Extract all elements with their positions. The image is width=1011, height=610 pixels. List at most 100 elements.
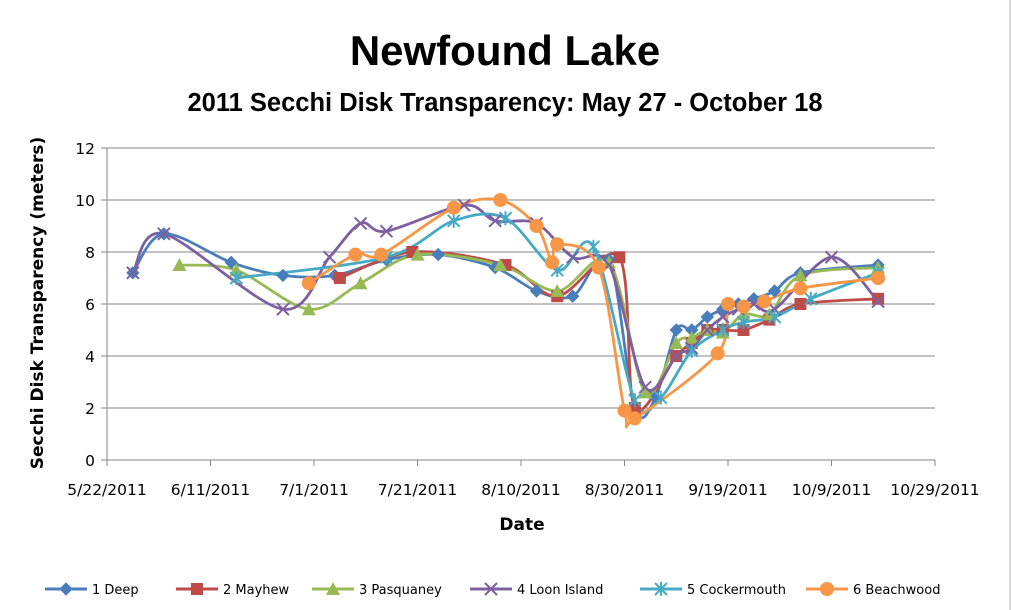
legend-item-6-beachwood: 6 Beachwood [806, 582, 940, 598]
data-point-5-cockermouth [767, 310, 782, 324]
data-point-3-pasquaney [550, 284, 565, 297]
data-point-6-beachwood [301, 276, 316, 291]
x-tick-label: 10/29/2011 [890, 481, 979, 499]
data-point-1-deep [566, 289, 580, 303]
data-point-5-cockermouth [447, 213, 461, 228]
data-point-5-cockermouth [716, 323, 730, 337]
x-tick-label: 10/9/2011 [792, 481, 871, 499]
data-point-3-pasquaney [793, 268, 808, 282]
data-point-6-beachwood [545, 255, 560, 270]
data-point-3-pasquaney [172, 258, 187, 271]
legend-label: 5 Cockermouth [687, 583, 786, 598]
data-point-5-cockermouth [654, 390, 668, 405]
legend-item-2-mayhew: 2 Mayhew [176, 583, 290, 598]
data-point-2-mayhew [737, 324, 750, 336]
data-point-2-mayhew [872, 292, 885, 305]
data-point-4-loon-island [566, 250, 580, 264]
data-point-4-loon-island [488, 214, 502, 228]
x-tick-label: 8/30/2011 [585, 481, 664, 499]
y-tick-label: 4 [85, 348, 95, 366]
legend-label: 2 Mayhew [223, 583, 290, 598]
data-point-6-beachwood [591, 260, 606, 275]
data-point-3-pasquaney [669, 336, 684, 349]
data-point-4-loon-island [716, 310, 730, 324]
y-tick-label: 12 [75, 140, 95, 158]
series-lines [131, 197, 880, 429]
data-point-6-beachwood [529, 219, 544, 233]
data-point-4-loon-island [638, 380, 652, 394]
data-point-6-beachwood [627, 411, 642, 426]
legend-label: 4 Loon Island [517, 583, 603, 598]
data-point-2-mayhew [794, 298, 807, 310]
y-tick-labels: 0 2 4 6 8 10 12 [75, 140, 95, 470]
data-point-5-cockermouth [229, 271, 244, 285]
data-point-4-loon-island [379, 224, 394, 238]
legend-item-4-loon-island: 4 Loon Island [470, 582, 603, 598]
data-point-4-loon-island [824, 250, 839, 264]
legend-label: 3 Pasquaney [359, 583, 442, 598]
grid-lines [107, 147, 935, 409]
data-point-4-loon-island [276, 302, 290, 316]
data-point-6-beachwood [446, 200, 461, 215]
x-tick-label: 5/22/2011 [67, 481, 146, 499]
legend-marker [326, 582, 340, 595]
data-point-4-loon-island [871, 294, 885, 309]
data-point-5-cockermouth [628, 393, 642, 408]
data-point-5-cockermouth [804, 291, 818, 306]
data-point-4-loon-island [157, 227, 171, 241]
x-tick-label: 6/11/2011 [171, 481, 250, 499]
x-tick-label: 7/21/2011 [378, 481, 457, 499]
data-point-6-beachwood [710, 346, 725, 361]
series-line-6-beachwood [308, 197, 879, 429]
data-point-5-cockermouth [736, 315, 751, 330]
data-point-3-pasquaney [493, 258, 508, 271]
chart-title: Newfound Lake [350, 27, 660, 74]
data-point-6-beachwood [793, 281, 808, 296]
data-point-4-loon-island [353, 216, 368, 231]
legend-label: 6 Beachwood [853, 583, 940, 598]
y-tick-label: 2 [85, 400, 95, 418]
data-point-3-pasquaney [410, 247, 425, 261]
x-tick-label: 9/19/2011 [688, 481, 767, 499]
y-tick-label: 10 [75, 192, 95, 210]
data-point-6-beachwood [721, 297, 735, 311]
chart-subtitle: 2011 Secchi Disk Transparency: May 27 - … [188, 89, 823, 117]
data-point-3-pasquaney [353, 276, 368, 290]
y-axis-label: Secchi Disk Transparency (meters) [28, 137, 48, 470]
data-point-6-beachwood [348, 247, 363, 262]
x-tick-labels: 5/22/2011 6/11/2011 7/1/2011 7/21/2011 8/10/… [67, 481, 979, 499]
x-tick-label: 8/10/2011 [481, 481, 560, 499]
legend-label: 1 Deep [92, 583, 139, 598]
data-point-4-loon-island [669, 349, 683, 363]
data-point-3-pasquaney [601, 255, 616, 269]
data-point-3-pasquaney [684, 330, 699, 344]
y-tick-label: 6 [85, 296, 95, 314]
data-point-1-deep [276, 268, 290, 283]
axes [101, 147, 936, 466]
data-point-4-loon-island [322, 250, 337, 264]
legend-item-3-pasquaney: 3 Pasquaney [312, 582, 442, 598]
data-point-4-loon-island [700, 323, 715, 337]
data-point-6-beachwood [757, 294, 772, 309]
legend-marker [654, 582, 668, 596]
data-point-6-beachwood [617, 403, 632, 418]
data-point-3-pasquaney [229, 263, 244, 277]
legend: 1 Deep 2 Mayhew 3 Pasquaney 4 Loon Island 5 … [45, 582, 940, 598]
y-tick-label: 0 [85, 452, 95, 470]
legend-marker [484, 582, 498, 596]
legend-item-1-deep: 1 Deep [45, 582, 139, 598]
legend-marker [59, 582, 73, 596]
data-point-4-loon-island [126, 266, 140, 280]
data-point-5-cockermouth [498, 211, 513, 226]
data-point-3-pasquaney [638, 385, 653, 399]
data-point-2-mayhew [613, 251, 626, 264]
data-point-1-deep [431, 247, 445, 262]
data-point-6-beachwood [550, 237, 565, 252]
data-point-5-cockermouth [685, 343, 699, 358]
data-point-6-beachwood [493, 193, 508, 207]
x-axis-label: Date [499, 515, 544, 535]
y-tick-label: 8 [85, 244, 95, 262]
legend-item-5-cockermouth: 5 Cockermouth [640, 582, 786, 598]
